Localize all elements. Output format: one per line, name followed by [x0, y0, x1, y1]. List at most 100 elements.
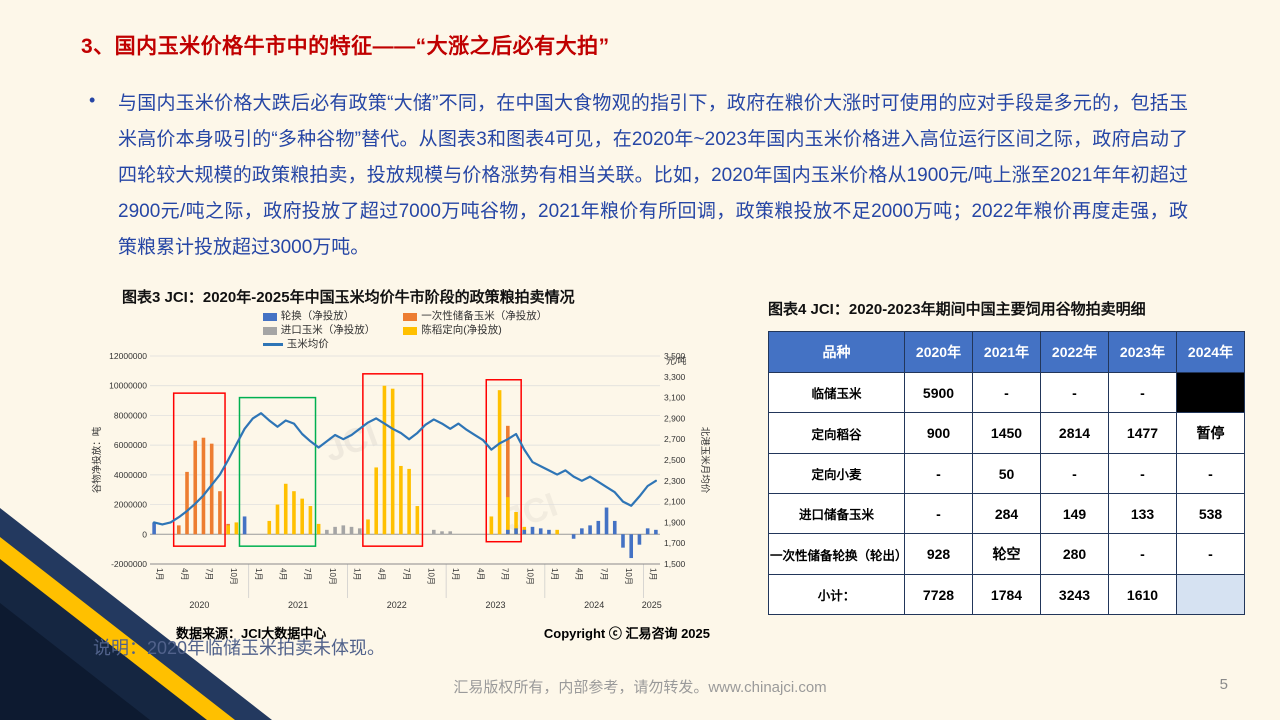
bar — [612, 520, 617, 535]
bar — [489, 516, 494, 535]
right-axis-tick-label: 3,500 — [664, 352, 686, 361]
bar — [201, 437, 206, 535]
right-axis-tick-label: 1,900 — [664, 517, 686, 527]
bar — [497, 390, 502, 535]
bar — [506, 497, 510, 535]
left-axis-tick-label: 12000000 — [109, 352, 147, 361]
left-axis-tick-label: -2000000 — [111, 559, 147, 569]
bar — [555, 529, 559, 535]
table-cell: - — [904, 493, 973, 534]
bar — [580, 528, 584, 535]
right-axis-tick-label: 1,500 — [664, 559, 686, 569]
month-tick-label: 10月 — [624, 568, 633, 585]
table-cell: 538 — [1176, 493, 1245, 534]
bar — [349, 526, 354, 535]
bar — [292, 491, 296, 535]
chart-legend: 轮换（净投放） 一次性储备玉米（净投放） 进口玉米（净投放） 陈稻定向(净投放) 玉米均… — [90, 310, 720, 352]
left-axis-tick-label: 4000000 — [114, 470, 147, 480]
year-label: 2023 — [485, 600, 505, 610]
bar — [506, 529, 510, 535]
right-axis-unit-label: 元/吨 — [666, 355, 687, 366]
legend-item: 进口玉米（净投放） — [262, 324, 376, 337]
table-row: 进口储备玉米 -284 149 133 538 — [768, 493, 1245, 534]
bar — [325, 529, 329, 535]
watermark: JCI — [320, 416, 383, 470]
bar — [357, 528, 362, 535]
bar — [645, 528, 650, 535]
bar — [300, 498, 304, 535]
bar — [374, 467, 379, 535]
table-header-cell: 2024年 — [1176, 331, 1245, 373]
table-cell: 50 — [972, 453, 1041, 494]
table-row: 定向小麦 -50- - - — [768, 453, 1245, 494]
table-cell: 暂停 — [1176, 412, 1245, 454]
bar — [506, 425, 510, 535]
month-tick-label: 4月 — [279, 568, 288, 580]
table-row: 定向稻谷 900 1450 2814 1477 暂停 — [768, 412, 1245, 454]
bar — [226, 525, 230, 535]
table-header-cell: 品种 — [768, 331, 905, 373]
copyright-label: Copyright ⓒ 汇易咨询 2025 — [543, 626, 710, 641]
table-cell — [1176, 372, 1245, 413]
table-cell: - — [972, 372, 1041, 413]
table-cell: - — [1040, 372, 1109, 413]
legend-line-marker — [262, 343, 283, 346]
body-paragraph: 与国内玉米价格大跌后必有政策“大储”不同，在中国大食物观的指引下，政府在粮价大涨… — [118, 93, 1188, 258]
bar — [654, 529, 658, 535]
left-axis-tick-label: 10000000 — [109, 381, 147, 391]
bar — [366, 519, 370, 535]
data-source-label: 数据来源：JCI大数据中心 — [176, 626, 327, 641]
right-axis-tick-label: 2,300 — [664, 476, 686, 486]
legend-item: 陈稻定向(净投放) — [403, 324, 547, 337]
table-cell — [1176, 574, 1245, 615]
left-axis-title: 谷物净投放：吨 — [91, 426, 103, 493]
month-tick-label: 7月 — [599, 568, 608, 580]
month-tick-label: 4月 — [575, 568, 584, 580]
table-title: 图表4 JCI：2020-2023年期间中国主要饲用谷物拍卖明细 — [768, 301, 1146, 318]
year-label: 2025 — [642, 600, 662, 610]
table-header-row: 品种 2020年 2021年 2022年 2023年 2024年 — [768, 331, 1245, 373]
bar — [604, 507, 609, 535]
month-tick-label: 10月 — [229, 568, 238, 585]
month-tick-label: 7月 — [501, 568, 510, 580]
table-row: 一次性储备轮换（轮出） 928 轮空 280- - — [768, 533, 1245, 575]
month-tick-label: 7月 — [303, 568, 312, 580]
legend-color-swatch — [262, 326, 277, 335]
bar — [431, 529, 436, 535]
table-cell: 928 — [904, 533, 973, 575]
left-axis-tick-label: 2000000 — [114, 500, 147, 510]
chart-figure: 图表3 JCI：2020年-2025年中国玉米均价牛市阶段的政策粮拍卖情况 轮换… — [90, 286, 720, 642]
table-cell: - — [904, 453, 973, 494]
bar — [588, 525, 592, 535]
bar — [538, 528, 543, 535]
table-figure: 图表4 JCI：2020-2023年期间中国主要饲用谷物拍卖明细 品种 2020年… — [768, 298, 1248, 615]
month-tick-label: 1月 — [451, 568, 460, 580]
bar — [185, 471, 189, 535]
bar — [176, 525, 181, 535]
table-cell: - — [1176, 453, 1245, 494]
right-axis-tick-label: 2,500 — [664, 455, 686, 465]
bar — [308, 506, 313, 535]
bar — [193, 440, 198, 535]
bar — [152, 522, 156, 535]
month-tick-label: 7月 — [204, 568, 213, 580]
bar — [341, 525, 346, 535]
corn-price-auction-chart: JCIJCI-200000002000000400000060000008000… — [91, 351, 711, 610]
table-header-cell: 2020年 — [904, 331, 973, 373]
bar — [267, 520, 272, 535]
table-row: 小计： 7728 1784 3243 1610 — [768, 574, 1245, 615]
table-cell: 5900 — [904, 372, 973, 413]
right-axis-tick-label: 1,700 — [664, 538, 686, 548]
table-header-cell: 2022年 — [1040, 331, 1109, 373]
right-axis-title: 北港玉米月均价 — [699, 427, 710, 494]
highlight-box — [362, 373, 424, 547]
month-tick-label: 1月 — [155, 568, 164, 580]
bar — [390, 388, 395, 535]
grain-auction-table: 品种 2020年 2021年 2022年 2023年 2024年 临储玉米 5900- - - 定… — [768, 331, 1245, 615]
table-cell: - — [1108, 453, 1177, 494]
table-cell: 900 — [904, 412, 973, 454]
legend-label: 进口玉米（净投放） — [280, 324, 376, 336]
bar — [415, 506, 420, 535]
footnote: 说明：2020年临储玉米拍卖未体现。 — [93, 638, 386, 658]
legend-color-swatch — [262, 312, 277, 321]
